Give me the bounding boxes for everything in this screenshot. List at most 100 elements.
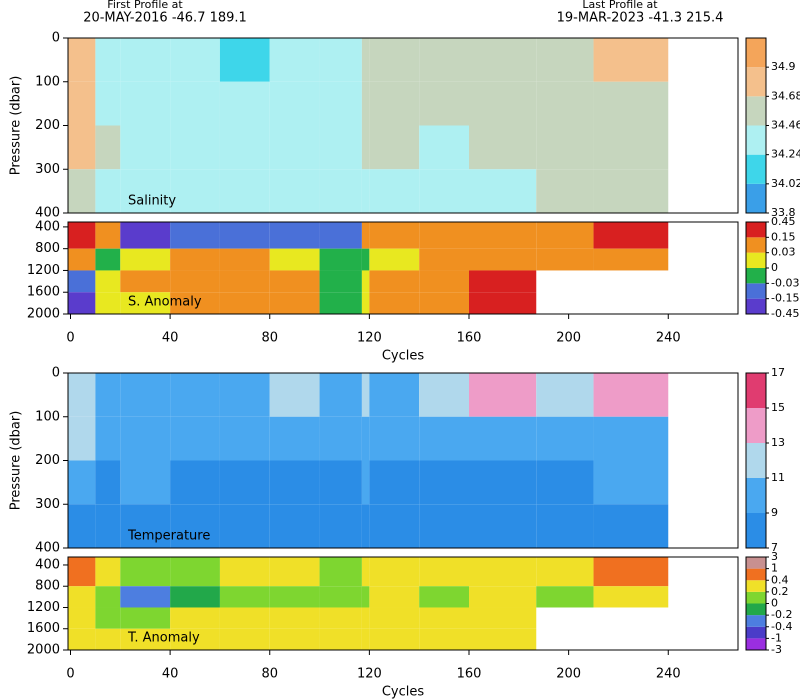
cell — [593, 248, 669, 271]
cell — [361, 81, 370, 126]
cell — [469, 125, 537, 170]
cell — [319, 292, 362, 314]
colorbar-tick-label: 9 — [771, 506, 778, 519]
cell — [219, 125, 270, 170]
colorbar-band — [746, 580, 766, 592]
y-tick-label: 300 — [35, 162, 60, 177]
x-tick-label: 40 — [162, 331, 179, 346]
cell — [68, 504, 96, 548]
y-tick-label: 400 — [35, 557, 60, 572]
cell — [170, 222, 220, 249]
cell — [419, 557, 470, 587]
y-tick-label: 200 — [35, 453, 60, 468]
cell — [68, 270, 96, 293]
cell — [369, 270, 420, 293]
cell — [68, 169, 96, 213]
cell — [68, 248, 96, 271]
cell — [120, 38, 171, 82]
colorbar-band — [746, 568, 766, 581]
y-axis-label: Pressure (dbar) — [9, 411, 24, 511]
y-tick-label: 300 — [35, 497, 60, 512]
cell — [369, 169, 420, 213]
cell — [536, 460, 594, 505]
colorbar-tick-label: 0.15 — [771, 230, 796, 243]
cell — [95, 460, 121, 505]
y-tick-label: 100 — [35, 409, 60, 424]
cell — [68, 292, 96, 314]
cell — [269, 38, 320, 82]
cell — [269, 125, 320, 170]
y-tick-label: 400 — [35, 219, 60, 234]
cell — [593, 169, 669, 213]
x-axis-label: Cycles — [382, 685, 425, 700]
cell — [593, 460, 669, 505]
x-tick-label: 160 — [457, 331, 482, 346]
colorbar-tick-label: 34.46 — [771, 119, 800, 132]
cell — [469, 557, 537, 587]
x-tick-label: 240 — [656, 331, 681, 346]
cell — [120, 270, 171, 293]
cell — [170, 460, 220, 505]
cell — [419, 607, 470, 629]
colorbar-band — [746, 96, 766, 126]
cell — [170, 586, 220, 608]
colorbar-tick-label: 3 — [771, 550, 778, 563]
cell — [469, 292, 537, 314]
cell — [170, 557, 220, 587]
cell — [536, 169, 594, 213]
cell — [269, 628, 320, 650]
cell — [170, 373, 220, 417]
colorbar-tick-label: 0.2 — [771, 585, 789, 598]
x-tick-label: 40 — [162, 667, 179, 682]
cell — [219, 38, 270, 82]
first-profile-info: 20-MAY-2016 -46.7 189.1 — [83, 11, 247, 26]
colorbar-tick-label: 11 — [771, 471, 785, 484]
colorbar-band — [746, 373, 766, 408]
cell — [469, 607, 537, 629]
colorbar-band — [746, 615, 766, 627]
x-tick-label: 240 — [656, 667, 681, 682]
cell — [120, 222, 171, 249]
cell — [170, 416, 220, 461]
colorbar-tick-label: 0.45 — [771, 215, 796, 228]
cell — [269, 169, 320, 213]
x-tick-label: 0 — [66, 667, 74, 682]
colorbar-tick-label: 17 — [771, 366, 785, 379]
colorbar-band — [746, 67, 766, 97]
cell — [120, 628, 171, 650]
cell — [95, 504, 121, 548]
x-tick-label: 200 — [556, 331, 581, 346]
cell — [68, 81, 96, 126]
cell — [369, 125, 420, 170]
colorbar-band — [746, 237, 766, 253]
colorbar-band — [746, 638, 766, 650]
colorbar-band — [746, 125, 766, 155]
cell — [219, 557, 270, 587]
cell — [95, 270, 121, 293]
cell — [469, 38, 537, 82]
cell — [319, 81, 362, 126]
y-tick-label: 1600 — [27, 621, 60, 636]
cell — [219, 607, 270, 629]
colorbar-tick-label: 1 — [771, 562, 778, 575]
colorbar-tick-label: -0.15 — [771, 292, 799, 305]
cell — [68, 628, 96, 650]
y-tick-label: 400 — [35, 206, 60, 221]
cell — [369, 81, 420, 126]
cell — [469, 504, 537, 548]
cell — [269, 416, 320, 461]
cell — [120, 504, 171, 548]
cell — [369, 38, 420, 82]
cell — [369, 248, 420, 271]
cell — [120, 125, 171, 170]
cell — [319, 248, 362, 271]
cell — [319, 628, 362, 650]
cell — [469, 222, 537, 249]
cell — [319, 169, 362, 213]
cell — [536, 586, 594, 608]
last-profile-info: 19-MAR-2023 -41.3 215.4 — [557, 11, 724, 26]
cell — [219, 222, 270, 249]
cell — [170, 125, 220, 170]
y-tick-label: 2000 — [27, 643, 60, 658]
colorbar-band — [746, 252, 766, 268]
